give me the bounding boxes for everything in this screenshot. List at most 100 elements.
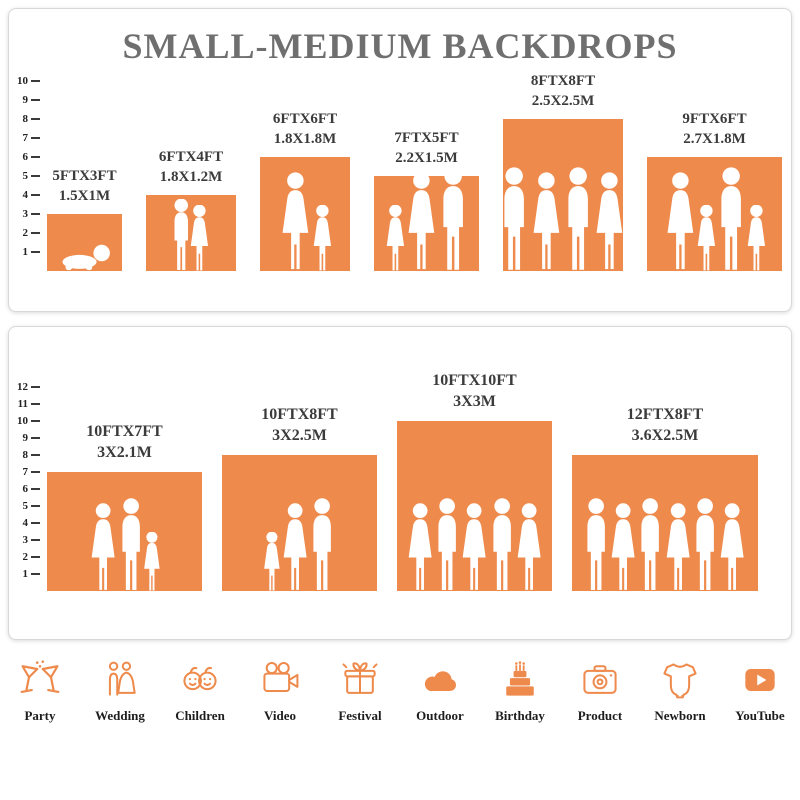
ruler-tick: 7	[13, 131, 40, 145]
backdrop-bar	[503, 119, 623, 271]
category-outdoor: Outdoor	[403, 658, 477, 724]
wedding-icon	[98, 658, 142, 702]
woman-silhouette-icon	[401, 502, 439, 591]
silhouette-group	[47, 241, 122, 271]
backdrop-bar	[647, 157, 782, 271]
ruler-tick: 4	[13, 516, 40, 530]
backdrop-bar	[572, 455, 758, 591]
backdrop-size-label: 10FTX10FT 3X3M	[432, 372, 517, 411]
backdrop-bar-group: 10FTX8FT 3X2.5M	[222, 405, 377, 591]
ruler-tick: 10	[13, 74, 40, 88]
backdrop-bar	[222, 455, 377, 591]
festival-icon	[338, 658, 382, 702]
woman-silhouette-icon	[510, 502, 548, 591]
boy-silhouette-icon	[168, 198, 195, 271]
ruler-tick: 10	[13, 414, 40, 428]
man-silhouette-icon	[430, 497, 464, 592]
woman-silhouette-icon	[276, 502, 314, 591]
ruler-tick: 8	[13, 112, 40, 126]
backdrop-size-label: 5FTX3FT 1.5X1M	[52, 168, 117, 204]
category-label: Party	[24, 708, 56, 723]
backdrop-bar-group: 5FTX3FT 1.5X1M	[47, 167, 122, 271]
backdrop-bar	[47, 214, 122, 271]
category-label: Festival	[338, 708, 382, 723]
category-label: Product	[577, 708, 623, 723]
party-icon	[18, 658, 62, 702]
ruler-tick: 2	[13, 226, 40, 240]
silhouette-group	[647, 166, 782, 272]
panel-small-medium-1: SMALL-MEDIUM BACKDROPS 1 2 3 4 5 6 7 8 9 10 5FTX3…	[8, 8, 792, 312]
backdrop-bar-group: 6FTX6FT 1.8X1.8M	[260, 110, 350, 271]
woman-silhouette-icon	[659, 172, 702, 271]
man-silhouette-icon	[305, 497, 339, 592]
ruler-tick: 9	[13, 431, 40, 445]
silhouette-group	[146, 198, 236, 272]
product-icon	[578, 658, 622, 702]
silhouette-group	[572, 497, 758, 592]
backdrop-size-label: 10FTX8FT 3X2.5M	[261, 406, 338, 445]
girl-silhouette-icon	[742, 204, 771, 272]
backdrop-bar	[260, 157, 350, 271]
ruler-tick: 1	[13, 567, 40, 581]
backdrop-bar-group: 9FTX6FT 2.7X1.8M	[647, 110, 782, 271]
birthday-icon	[498, 658, 542, 702]
category-party: Party	[3, 658, 77, 724]
backdrop-size-label: 12FTX8FT 3.6X2.5M	[626, 406, 704, 445]
girl-silhouette-icon	[139, 531, 165, 592]
silhouette-group	[374, 166, 479, 272]
backdrop-bar-group: 10FTX10FT 3X3M	[397, 371, 552, 591]
category-label: Outdoor	[416, 708, 464, 723]
man-silhouette-icon	[485, 497, 519, 592]
girl-silhouette-icon	[259, 531, 285, 592]
backdrop-size-label: 6FTX4FT 1.8X1.2M	[158, 149, 224, 185]
man-silhouette-icon	[579, 497, 613, 592]
outdoor-icon	[418, 658, 462, 702]
category-birthday: Birthday	[483, 658, 557, 724]
category-wedding: Wedding	[83, 658, 157, 724]
man-silhouette-icon	[559, 166, 597, 272]
category-label: YouTube	[735, 708, 785, 723]
backdrop-bar-group: 6FTX4FT 1.8X1.2M	[146, 148, 236, 271]
category-video: Video	[243, 658, 317, 724]
man-silhouette-icon	[633, 497, 667, 592]
ruler-bottom: 1 2 3 4 5 6 7 8 9 10 11 12	[13, 331, 43, 591]
backdrop-size-label: 10FTX7FT 3X2.1M	[86, 423, 163, 462]
category-row: Party Wedding Children	[0, 658, 800, 724]
ruler-tick: 11	[13, 397, 40, 411]
backdrop-bar	[47, 472, 202, 591]
backdrop-bar-group: 12FTX8FT 3.6X2.5M	[572, 405, 758, 591]
man-silhouette-icon	[688, 497, 722, 592]
ruler-tick: 2	[13, 550, 40, 564]
newborn-icon	[658, 658, 702, 702]
ruler-tick: 3	[13, 207, 40, 221]
backdrop-bar	[374, 166, 479, 271]
girl-silhouette-icon	[185, 204, 214, 272]
silhouette-group	[397, 497, 552, 592]
bars-top: 5FTX3FT 1.5X1M 6FTX4FT 1.8X1.2M 6FTX6FT 1.8X1…	[47, 72, 782, 271]
backdrop-size-label: 6FTX6FT 1.8X1.8M	[272, 111, 338, 147]
ruler-tick: 4	[13, 188, 40, 202]
category-youtube: YouTube	[723, 658, 797, 724]
ruler-tick: 1	[13, 245, 40, 259]
man-silhouette-icon	[434, 166, 472, 272]
ruler-tick: 6	[13, 150, 40, 164]
backdrop-bar	[146, 195, 236, 271]
girl-silhouette-icon	[308, 204, 337, 272]
category-label: Wedding	[95, 708, 145, 723]
ruler-tick: 5	[13, 169, 40, 183]
silhouette-group	[47, 497, 202, 592]
ruler-tick: 5	[13, 499, 40, 513]
woman-silhouette-icon	[659, 502, 697, 591]
backdrop-bar-group: 7FTX5FT 2.2X1.5M	[374, 129, 479, 271]
girl-silhouette-icon	[381, 204, 410, 272]
silhouette-group	[503, 166, 623, 272]
category-label: Video	[263, 708, 297, 723]
category-newborn: Newborn	[643, 658, 717, 724]
ruler-tick: 9	[13, 93, 40, 107]
backdrop-bar	[397, 421, 552, 591]
backdrop-bar-group: 8FTX8FT 2.5X2.5M	[503, 72, 623, 271]
girl-silhouette-icon	[692, 204, 721, 272]
ruler-top: 1 2 3 4 5 6 7 8 9 10	[13, 11, 43, 271]
woman-silhouette-icon	[525, 172, 568, 271]
ruler-tick: 6	[13, 482, 40, 496]
